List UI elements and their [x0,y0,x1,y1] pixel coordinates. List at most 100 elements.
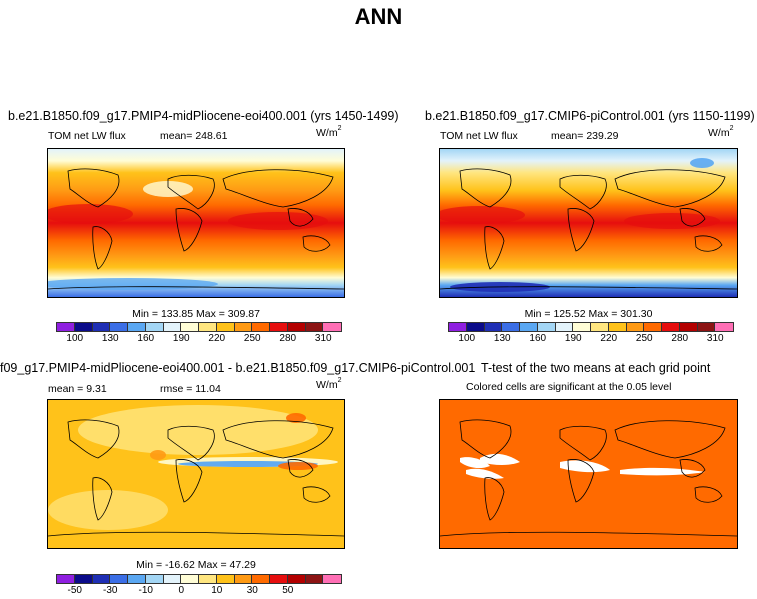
panel2-map [439,148,738,298]
colorbar-swatch [56,322,76,332]
colorbar-swatch [465,322,486,332]
colorbar-swatch [643,322,663,332]
colorbar-swatch [144,574,165,584]
panel2-colorbar [448,322,734,332]
colorbar-swatch [109,574,129,584]
colorbar-swatch [286,322,307,332]
colorbar-swatch [322,574,342,584]
panel2-map-svg [440,149,737,297]
panel2-variable: TOM net LW flux [440,130,518,142]
colorbar-swatch [233,322,254,332]
panel3-colorbar [56,574,342,584]
panel2-minmax: Min = 125.52 Max = 301.30 [524,308,653,320]
colorbar-label: 190 [564,333,582,344]
colorbar-label: 280 [671,333,689,344]
panel3-map [47,399,345,549]
colorbar-label: 160 [529,333,547,344]
colorbar-swatch [590,322,610,332]
panel3-units: W/m2 [316,377,342,391]
colorbar-swatch [448,322,468,332]
colorbar-label: 0 [178,585,185,596]
panel2-mean: mean= 239.29 [551,130,619,142]
colorbar-swatch [625,322,646,332]
colorbar-label: 310 [706,333,724,344]
panel1-minmax: Min = 133.85 Max = 309.87 [132,308,260,320]
colorbar-swatch [269,322,289,332]
colorbar-label: 100 [66,333,84,344]
panel1-colorbar [56,322,342,332]
colorbar-swatch [696,322,717,332]
panel1-mean: mean= 248.61 [160,130,228,142]
colorbar-label: 220 [600,333,618,344]
panel3-minmax: Min = -16.62 Max = 47.29 [136,559,256,571]
colorbar-swatch [304,322,325,332]
colorbar-label: 50 [282,585,294,596]
colorbar-label: 220 [208,333,226,344]
colorbar-swatch [56,574,76,584]
colorbar-swatch [198,574,218,584]
colorbar-label: 190 [172,333,190,344]
panel1-colorbar-labels: 100 130 160 190 220 250 280 310 [57,333,341,345]
colorbar-label: 130 [101,333,119,344]
colorbar-swatch [286,574,307,584]
colorbar-swatch [180,322,200,332]
figure-title: ANN [354,4,403,29]
colorbar-swatch [678,322,699,332]
colorbar-swatch [714,322,734,332]
colorbar-swatch [73,322,94,332]
panel2-title: b.e21.B1850.f09_g17.CMIP6-piControl.001 … [425,109,755,123]
panel3-colorbar-labels: -50 -30 -10 0 10 30 50 [57,585,341,597]
colorbar-swatch [572,322,592,332]
colorbar-swatch [109,322,129,332]
panel3-rmse: rmse = 11.04 [160,383,221,395]
colorbar-swatch [251,574,271,584]
colorbar-swatch [127,574,147,584]
colorbar-swatch [73,574,94,584]
colorbar-swatch [519,322,539,332]
panel2-colorbar-labels: 100 130 160 190 220 250 280 310 [449,333,733,345]
colorbar-swatch [198,322,218,332]
colorbar-swatch [483,322,504,332]
colorbar-label: 160 [137,333,155,344]
colorbar-label: -30 [103,585,118,596]
panel3-map-svg [48,400,344,548]
panel1-units: W/m2 [316,125,342,139]
panel1-variable: TOM net LW flux [48,130,126,142]
colorbar-label: -10 [138,585,153,596]
colorbar-label: 310 [314,333,332,344]
colorbar-swatch [607,322,628,332]
colorbar-swatch [162,574,183,584]
colorbar-swatch [233,574,254,584]
colorbar-label: 130 [493,333,511,344]
colorbar-swatch [91,322,112,332]
colorbar-swatch [144,322,165,332]
colorbar-swatch [215,574,236,584]
panel3-title: f09_g17.PMIP4-midPliocene-eoi400.001 - b… [0,361,476,375]
panel1-title: b.e21.B1850.f09_g17.PMIP4-midPliocene-eo… [8,109,399,123]
colorbar-swatch [322,322,342,332]
colorbar-label: 250 [243,333,261,344]
colorbar-swatch [661,322,681,332]
colorbar-label: 10 [211,585,223,596]
panel2-units: W/m2 [708,125,734,139]
colorbar-swatch [554,322,575,332]
panel4-subtitle: Colored cells are significant at the 0.0… [466,381,672,393]
colorbar-swatch [536,322,557,332]
panel3-mean: mean = 9.31 [48,383,107,395]
panel4-title: T-test of the two means at each grid poi… [481,361,711,375]
panel1-map-svg [48,149,344,297]
colorbar-swatch [162,322,183,332]
panel4-map-svg [440,400,737,548]
colorbar-label: 280 [279,333,297,344]
colorbar-swatch [215,322,236,332]
colorbar-label: 30 [246,585,258,596]
panel4-map [439,399,738,549]
colorbar-label: -50 [67,585,82,596]
colorbar-swatch [127,322,147,332]
colorbar-swatch [269,574,289,584]
colorbar-label: 100 [458,333,476,344]
colorbar-label: 250 [635,333,653,344]
colorbar-swatch [180,574,200,584]
colorbar-swatch [304,574,325,584]
panel1-map [47,148,345,298]
